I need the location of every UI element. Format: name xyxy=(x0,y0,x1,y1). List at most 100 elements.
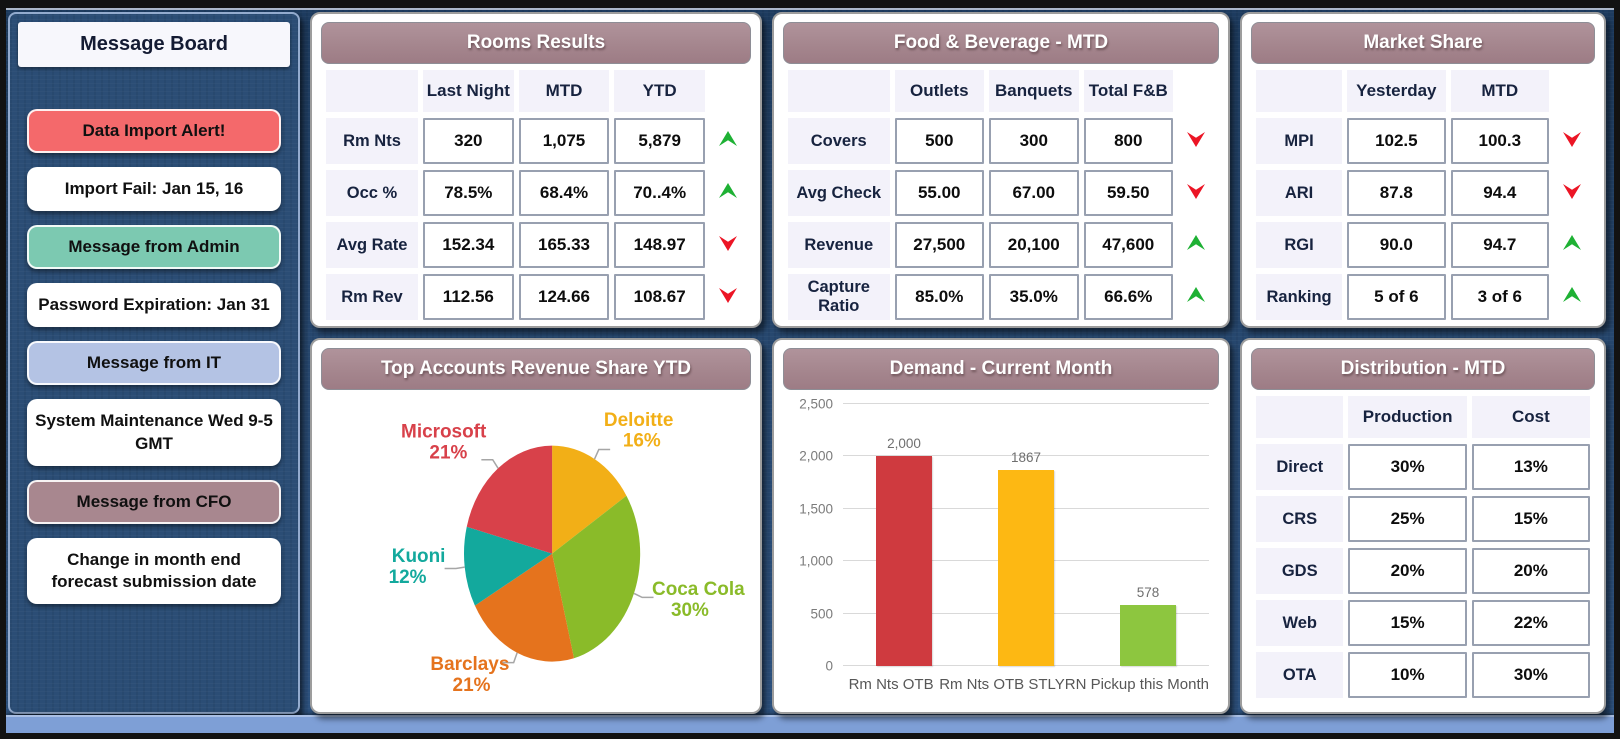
col-header-yesterday: Yesterday xyxy=(1347,70,1446,112)
trend-avg-rate xyxy=(710,222,746,268)
trend-up-icon xyxy=(719,182,737,198)
cell-rgi-mtd: 94.7 xyxy=(1450,222,1549,268)
message-header-message-from-cfo[interactable]: Message from CFO xyxy=(27,479,281,524)
cell-capture-ratio-outlets: 85.0% xyxy=(894,274,984,320)
cell-avg-rate-ytd: 148.97 xyxy=(614,222,705,268)
trend-down-icon xyxy=(1563,131,1581,147)
trend-up-icon xyxy=(1187,286,1205,302)
cell-direct-production: 30% xyxy=(1348,444,1467,490)
cell-gds-production: 20% xyxy=(1348,548,1467,594)
message-header-message-from-it[interactable]: Message from IT xyxy=(27,341,281,386)
cell-capture-ratio-total-f-b: 66.6% xyxy=(1083,274,1173,320)
cell-avg-rate-last-night: 152.34 xyxy=(423,222,514,268)
row-label-rm-rev: Rm Rev xyxy=(326,274,418,320)
trend-col-header xyxy=(710,70,746,112)
table-corner-cell xyxy=(1256,70,1343,112)
distribution-panel: Distribution - MTD Production Cost Direct 3… xyxy=(1240,338,1606,714)
demand-y-axis: 0 500 1,000 1,500 2,000 2,500 xyxy=(785,397,843,674)
distribution-header: Distribution - MTD xyxy=(1251,348,1595,390)
y-tick-500: 500 xyxy=(810,606,833,622)
trend-covers xyxy=(1178,118,1214,164)
trend-up-icon xyxy=(1563,234,1581,250)
pie-slice-deloitte xyxy=(552,445,627,554)
bar-rm-nts-otb xyxy=(876,456,932,666)
food-beverage-table: Outlets Banquets Total F&B Covers 500 300 800 A… xyxy=(783,64,1219,326)
bar-slot-rm-nts-otb: 2,000 xyxy=(843,404,965,666)
trend-ari xyxy=(1554,170,1590,216)
col-header-mtd: MTD xyxy=(1450,70,1549,112)
cell-revenue-banquets: 20,100 xyxy=(989,222,1079,268)
pie-label-deloitte: Deloitte 16% xyxy=(604,410,673,452)
cell-occ-mtd: 68.4% xyxy=(518,170,610,216)
cell-occ-last-night: 78.5% xyxy=(423,170,514,216)
pie-leader-line-deloitte xyxy=(593,448,611,460)
cell-revenue-total-f-b: 47,600 xyxy=(1083,222,1173,268)
row-label-ranking: Ranking xyxy=(1256,274,1343,320)
cell-rm-nts-last-night: 320 xyxy=(423,118,514,164)
cell-rm-rev-ytd: 108.67 xyxy=(614,274,705,320)
top-divider-line xyxy=(6,8,1614,10)
bar-slot-rn-pickup-this-month: 578 xyxy=(1087,404,1209,666)
y-tick-2-000: 2,000 xyxy=(799,448,833,464)
message-board-title: Message Board xyxy=(18,22,290,67)
demand-bar-chart: 0 500 1,000 1,500 2,000 2,500 2,000 1867 578 Rm N… xyxy=(783,390,1219,704)
top-accounts-pie-chart: Deloitte 16% Coca Cola 30% Barclays 21% Kuoni 1… xyxy=(321,390,751,704)
pie-leader-line-microsoft xyxy=(481,459,499,469)
cell-mpi-yesterday: 102.5 xyxy=(1347,118,1446,164)
cell-gds-cost: 20% xyxy=(1471,548,1590,594)
cell-covers-banquets: 300 xyxy=(989,118,1079,164)
cell-crs-cost: 15% xyxy=(1471,496,1590,542)
y-tick-1-000: 1,000 xyxy=(799,553,833,569)
distribution-table: Production Cost Direct 30% 13% CRS 25% 15% GDS 20… xyxy=(1251,390,1595,704)
pie-leader-line-coca-cola xyxy=(633,592,654,599)
cell-ranking-yesterday: 5 of 6 xyxy=(1347,274,1446,320)
trend-rgi xyxy=(1554,222,1590,268)
cell-rm-rev-mtd: 124.66 xyxy=(518,274,610,320)
col-header-total-f-b: Total F&B xyxy=(1083,70,1173,112)
market-share-table: Yesterday MTD MPI 102.5 100.3 ARI 87.8 94.4 RGI 9… xyxy=(1251,64,1595,326)
food-beverage-header: Food & Beverage - MTD xyxy=(783,22,1219,64)
cell-rm-nts-ytd: 5,879 xyxy=(614,118,705,164)
trend-rm-nts xyxy=(710,118,746,164)
cell-rm-rev-last-night: 112.56 xyxy=(423,274,514,320)
pie-slice-barclays xyxy=(474,553,574,662)
trend-mpi xyxy=(1554,118,1590,164)
cell-covers-outlets: 500 xyxy=(894,118,984,164)
dashboard-board: Message Board Data Import Alert! Import F… xyxy=(8,12,1606,714)
cell-ota-cost: 30% xyxy=(1471,652,1590,698)
cell-ari-yesterday: 87.8 xyxy=(1347,170,1446,216)
pie-slice-kuoni xyxy=(463,526,553,606)
trend-ranking xyxy=(1554,274,1590,320)
col-header-mtd: MTD xyxy=(518,70,610,112)
message-message-system-maintenance-wed-9-5-g: System Maintenance Wed 9-5 GMT xyxy=(27,399,281,466)
message-header-data-import-alert[interactable]: Data Import Alert! xyxy=(27,109,281,154)
market-share-header: Market Share xyxy=(1251,22,1595,64)
x-label-rn-pickup-this-month: RN Pickup this Month xyxy=(1064,675,1209,693)
pie-label-kuoni: Kuoni 12% xyxy=(389,546,446,588)
row-label-web: Web xyxy=(1256,600,1344,646)
trend-col-header xyxy=(1554,70,1590,112)
trend-occ xyxy=(710,170,746,216)
x-label-rm-nts-otb-stly: Rm Nts OTB STLY xyxy=(939,675,1065,693)
col-header-cost: Cost xyxy=(1471,396,1590,438)
rooms-results-table: Last Night MTD YTD Rm Nts 320 1,075 5,879 Occ %… xyxy=(321,64,751,326)
trend-col-header xyxy=(1178,70,1214,112)
cell-rgi-yesterday: 90.0 xyxy=(1347,222,1446,268)
cell-avg-check-total-f-b: 59.50 xyxy=(1083,170,1173,216)
trend-down-icon xyxy=(1187,131,1205,147)
message-message-change-in-month-end-forecast: Change in month end forecast submission … xyxy=(27,537,281,604)
rooms-results-panel: Rooms Results Last Night MTD YTD Rm Nts 320 1… xyxy=(310,12,762,328)
cell-rm-nts-mtd: 1,075 xyxy=(518,118,610,164)
cell-ota-production: 10% xyxy=(1348,652,1467,698)
col-header-banquets: Banquets xyxy=(989,70,1079,112)
x-label-rm-nts-otb: Rm Nts OTB xyxy=(848,675,934,693)
message-header-message-from-admin[interactable]: Message from Admin xyxy=(27,225,281,270)
row-label-direct: Direct xyxy=(1256,444,1344,490)
trend-rm-rev xyxy=(710,274,746,320)
trend-revenue xyxy=(1178,222,1214,268)
cell-ranking-mtd: 3 of 6 xyxy=(1450,274,1549,320)
cell-revenue-outlets: 27,500 xyxy=(894,222,984,268)
gridline-2500 xyxy=(843,403,1209,404)
pie-label-coca-cola: Coca Cola 30% xyxy=(652,579,745,621)
bar-value-rn-pickup-this-month: 578 xyxy=(1136,585,1160,601)
